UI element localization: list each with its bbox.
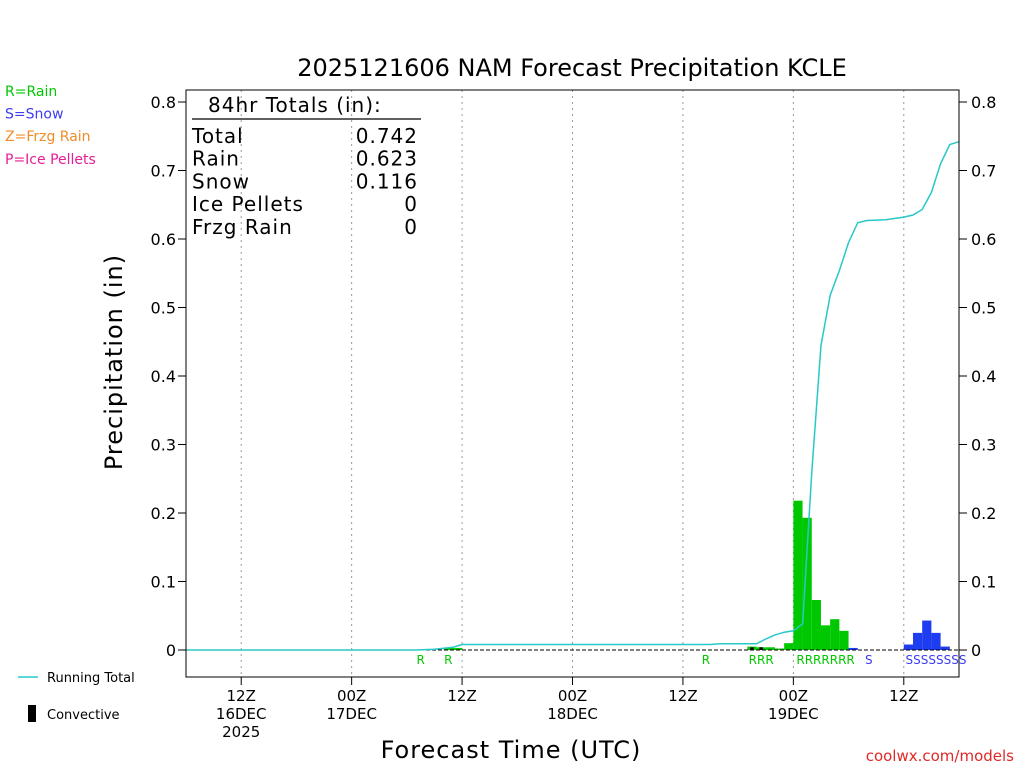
y-tick-label-right-7: 0.7 — [971, 162, 996, 181]
type-label-4: RRRRRRR — [796, 653, 854, 667]
x-tick-label-3-1: 18DEC — [547, 705, 598, 723]
legend-entry-0: R=Rain — [5, 84, 57, 100]
totals-label-4: Frzg Rain — [192, 215, 293, 239]
type-label-1: R — [444, 653, 452, 667]
totals-value-2: 0.116 — [356, 169, 418, 193]
y-tick-label-left-5: 0.5 — [151, 299, 176, 318]
y-tick-label-left-8: 0.8 — [151, 93, 176, 112]
vertical-gridlines — [240, 90, 905, 677]
bar-rain-7 — [793, 500, 803, 650]
bar-snow-5 — [940, 646, 950, 650]
y-tick-label-right-1: 0.1 — [971, 573, 996, 592]
x-tick-label-2-0: 12Z — [447, 687, 476, 705]
y-tick-label-right-8: 0.8 — [971, 93, 996, 112]
totals-value-4: 0 — [404, 215, 418, 239]
totals-label-2: Snow — [192, 169, 250, 193]
x-tick-label-5-1: 19DEC — [768, 705, 819, 723]
y-tick-label-left-1: 0.1 — [151, 573, 176, 592]
x-tick-label-0-0: 12Z — [227, 687, 256, 705]
bar-rain-6 — [784, 643, 794, 650]
x-tick-label-1-1: 17DEC — [326, 705, 377, 723]
bar-rain-12 — [839, 630, 849, 650]
x-tick-label-3-0: 00Z — [558, 687, 587, 705]
bar-rain-9 — [811, 599, 821, 650]
totals-label-3: Ice Pellets — [192, 192, 304, 216]
type-label-0: R — [416, 653, 424, 667]
bar-rain-1 — [452, 647, 463, 650]
bar-rain-0 — [443, 647, 453, 650]
y-tick-label-left-6: 0.6 — [151, 230, 176, 249]
bar-rain-11 — [830, 619, 840, 650]
y-tick-label-left-7: 0.7 — [151, 162, 176, 181]
x-tick-label-0-1: 16DEC — [216, 705, 267, 723]
bar-snow-0 — [848, 647, 858, 650]
bar-snow-3 — [922, 620, 932, 650]
totals-value-0: 0.742 — [356, 124, 418, 148]
legend-entry-3: P=Ice Pellets — [5, 152, 96, 168]
y-axis-right: 0 0.1 0.2 0.3 0.4 0.5 0.6 0.7 0.8 — [959, 93, 996, 660]
bottom-legend: Running Total Convective — [18, 671, 135, 723]
y-tick-label-right-6: 0.6 — [971, 230, 996, 249]
precip-type-legend: R=Rain S=Snow Z=Frzg Rain P=Ice Pellets — [5, 84, 96, 168]
totals-header: 84hr Totals (in): — [208, 93, 382, 117]
running-total-line — [186, 140, 960, 651]
y-axis-left: 0 0.1 0.2 0.3 0.4 0.5 0.6 0.7 0.8 — [151, 93, 186, 660]
totals-value-3: 0 — [404, 192, 418, 216]
totals-box: 84hr Totals (in): Total 0.742 Rain 0.623 Sno… — [191, 93, 421, 239]
x-tick-label-4-0: 12Z — [668, 687, 697, 705]
bar-snow-2 — [912, 632, 923, 650]
bar-rain-8 — [802, 517, 812, 650]
convective-legend-label: Convective — [47, 708, 120, 723]
type-label-2: R — [702, 653, 710, 667]
credit-text: coolwx.com/models — [866, 747, 1014, 765]
bar-rain-5 — [774, 648, 785, 650]
chart-title: 2025121606 NAM Forecast Precipitation KC… — [297, 54, 847, 82]
bar-snow-1 — [903, 644, 913, 650]
y-tick-label-right-3: 0.3 — [971, 436, 996, 455]
totals-value-1: 0.623 — [356, 147, 418, 171]
running-total-legend-label: Running Total — [47, 671, 135, 686]
x-tick-label-6-0: 12Z — [889, 687, 918, 705]
precip-bars — [443, 500, 950, 650]
legend-entry-1: S=Snow — [5, 107, 63, 123]
totals-label-0: Total — [191, 124, 244, 148]
bar-rain-10 — [820, 625, 831, 650]
y-tick-label-left-2: 0.2 — [151, 504, 176, 523]
convective-legend-swatch — [28, 705, 36, 722]
x-tick-label-0-2: 2025 — [222, 723, 260, 741]
x-axis-title: Forecast Time (UTC) — [381, 736, 642, 764]
y-tick-label-right-4: 0.4 — [971, 367, 996, 386]
type-label-5: S — [865, 653, 873, 667]
bar-convective-0 — [750, 647, 754, 650]
y-tick-label-right-2: 0.2 — [971, 504, 996, 523]
bar-convective-1 — [759, 647, 763, 650]
y-tick-label-left-0: 0 — [166, 641, 176, 660]
bar-rain-4 — [765, 647, 775, 650]
precip-type-labels: R R R RRR RRRRRRR S SSSSSSSS — [416, 653, 966, 667]
x-tick-label-5-0: 00Z — [779, 687, 808, 705]
y-tick-label-left-3: 0.3 — [151, 436, 176, 455]
x-tick-label-1-0: 00Z — [337, 687, 366, 705]
totals-label-1: Rain — [192, 147, 240, 171]
type-label-6: SSSSSSSS — [906, 653, 967, 667]
y-tick-label-right-0: 0 — [971, 641, 981, 660]
totals-rows: Total 0.742 Rain 0.623 Snow 0.116 Ice Pellets 0… — [191, 124, 418, 239]
y-tick-label-left-4: 0.4 — [151, 367, 176, 386]
y-tick-label-right-5: 0.5 — [971, 299, 996, 318]
type-label-3: RRR — [749, 653, 774, 667]
bar-snow-4 — [931, 632, 941, 650]
legend-entry-2: Z=Frzg Rain — [5, 129, 91, 145]
y-axis-title: Precipitation (in) — [100, 254, 128, 470]
